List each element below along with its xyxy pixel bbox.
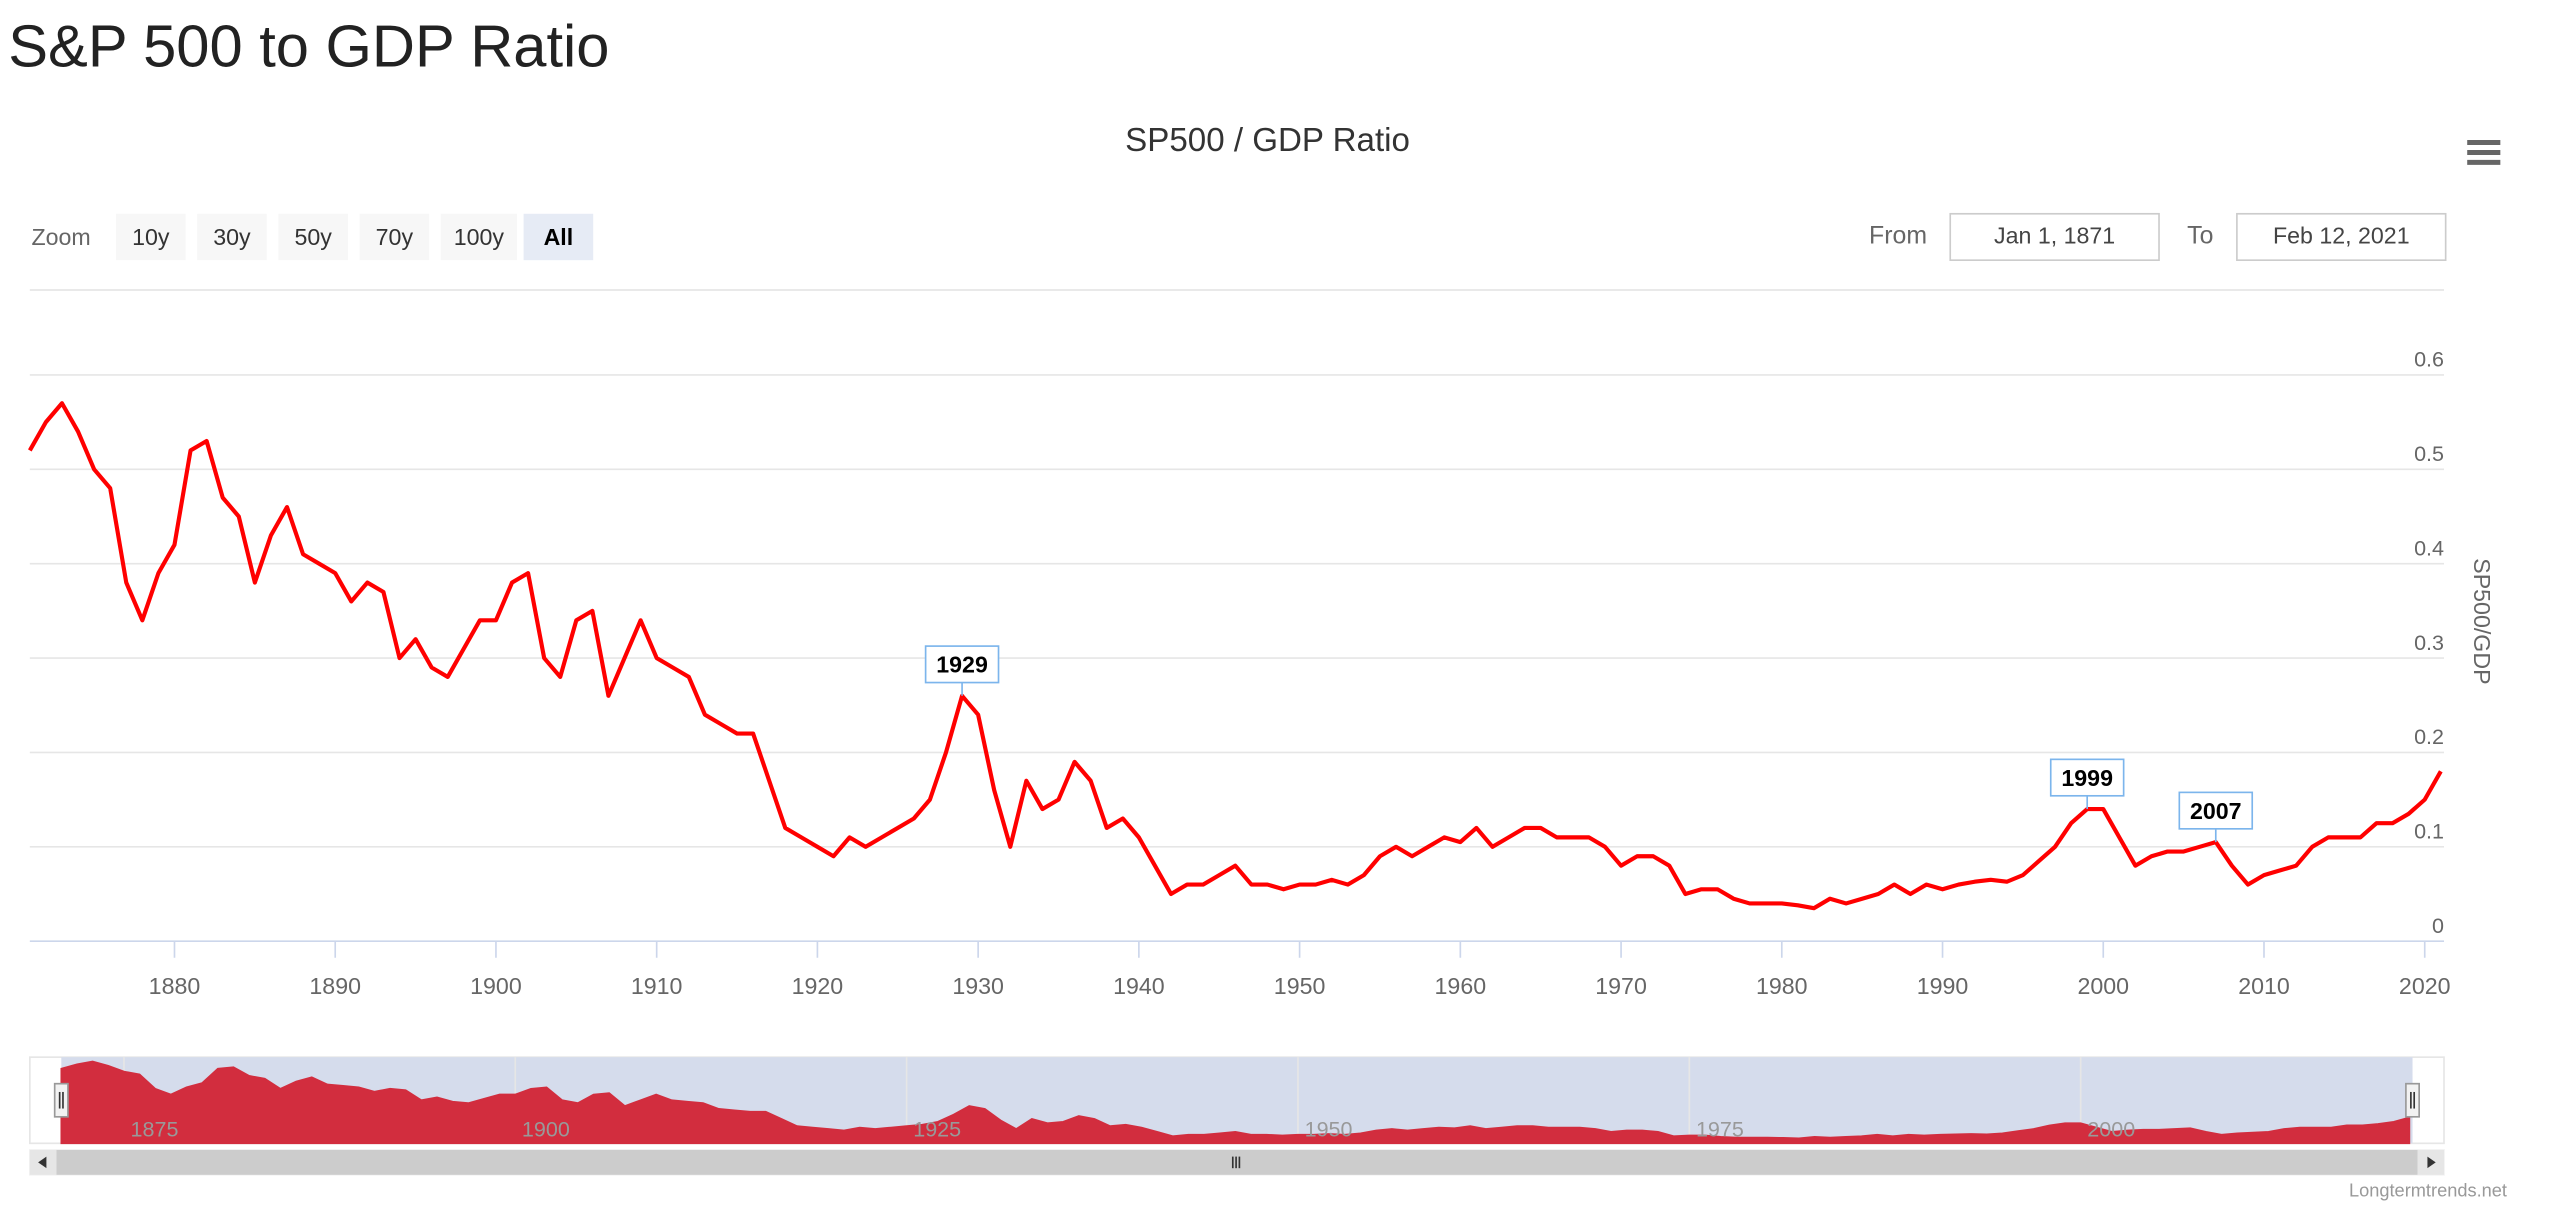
chart-title: SP500 / GDP Ratio [1125,122,1410,159]
zoom-button-label[interactable]: 10y [132,224,170,250]
navigator-tick-label: 1950 [1305,1118,1353,1142]
to-label: To [2187,223,2213,250]
zoom-button[interactable] [197,213,267,261]
zoom-label: Zoom [31,224,90,250]
flag-box [2049,758,2125,797]
x-tick-label: 1940 [1113,973,1165,999]
x-tick-label: 1880 [149,973,201,999]
to-input[interactable] [2236,212,2447,262]
x-tick-label: 1900 [470,973,522,999]
y-tick-label: 0 [2432,914,2444,938]
credit: Longtermtrends.net [2349,1180,2507,1200]
zoom-button-label[interactable]: 30y [213,224,251,250]
x-tick-label: 1970 [1595,973,1647,999]
zoom-button-label[interactable]: 100y [454,224,505,250]
zoom-button[interactable] [115,213,186,261]
x-tick-label: 2000 [2077,973,2129,999]
x-tick-label: 1950 [1274,973,1326,999]
zoom-button[interactable] [523,213,594,261]
navigator-tick-label: 2000 [2087,1118,2135,1142]
flag-label: 1999 [2061,765,2113,791]
y-tick-label: 0.4 [2414,536,2444,560]
page-title: S&P 500 to GDP Ratio [8,12,609,79]
from-label: From [1869,223,1927,250]
navigator-tick-label: 1925 [913,1118,961,1142]
y-tick-label: 0.6 [2414,348,2444,372]
from-input[interactable] [1949,212,2160,262]
navigator-tick-label: 1875 [131,1118,179,1142]
zoom-button-label[interactable]: All [544,224,574,250]
x-tick-label: 1920 [792,973,844,999]
scrollbar-arrow [38,1156,47,1169]
flag-label: 2007 [2190,798,2242,824]
y-tick-label: 0.1 [2414,820,2444,844]
x-tick-label: 1980 [1756,973,1808,999]
x-tick-label: 2010 [2238,973,2290,999]
x-tick-label: 1960 [1435,973,1487,999]
from-date: Jan 1, 1871 [1994,223,2115,249]
x-tick-label: 1930 [952,973,1004,999]
x-tick-label: 1890 [309,973,361,999]
x-tick-label: 1910 [631,973,683,999]
navigator-area [60,1060,2411,1145]
scrollbar-arrow [2427,1156,2436,1169]
y-tick-label: 0.5 [2414,442,2444,466]
flag-box [2178,791,2254,830]
zoom-button[interactable] [278,213,348,261]
zoom-button[interactable] [440,213,517,261]
navigator-tick-label: 1900 [522,1118,570,1142]
menu-button[interactable] [2462,134,2503,171]
zoom-button[interactable] [359,213,430,261]
flag-box [924,645,1000,684]
x-tick-label: 1990 [1917,973,1969,999]
flag-label: 1929 [936,652,988,678]
y-tick-label: 0.2 [2414,725,2444,749]
y-tick-label: 0.3 [2414,631,2444,655]
navigator-handle[interactable] [53,1082,69,1118]
series-line [28,401,2443,911]
navigator-handle[interactable] [2405,1082,2420,1118]
x-tick-label: 2020 [2399,973,2451,999]
to-date: Feb 12, 2021 [2273,223,2410,249]
zoom-button-label[interactable]: 50y [294,224,332,250]
zoom-button-label[interactable]: 70y [376,224,414,250]
navigator-tick-label: 1975 [1696,1118,1744,1142]
y-axis-title: SP500/GDP [2469,558,2495,684]
